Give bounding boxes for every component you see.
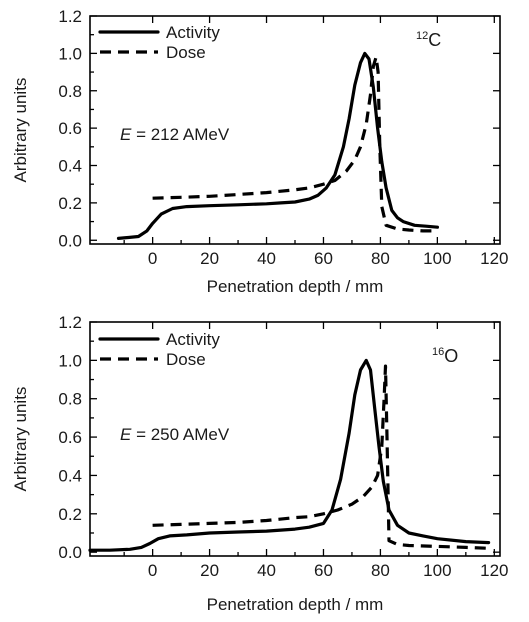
- legend-label-dose: Dose: [166, 43, 206, 62]
- x-tick-label: 120: [480, 561, 508, 580]
- chart-panel-1: 0 20 40 60 80 100 120 0.0 0.2 0.4 0.6 0.8 1.0 1.2 Pene…: [11, 7, 508, 296]
- series-line-dose: [152, 364, 489, 550]
- y-tick-label: 1.0: [58, 44, 82, 63]
- ion-mass-number: 16: [432, 346, 444, 358]
- y-tick-label: 0.8: [58, 82, 82, 101]
- x-tick-label: 20: [200, 561, 219, 580]
- energy-variable: E: [120, 425, 132, 444]
- energy-annotation: E = 212 AMeV: [120, 125, 230, 144]
- y-tick-label: 0.4: [58, 157, 82, 176]
- ion-symbol: C: [428, 30, 441, 50]
- x-tick-label: 60: [314, 249, 333, 268]
- x-tick-label: 100: [423, 561, 451, 580]
- series-line-activity: [116, 51, 439, 240]
- legend-label-activity: Activity: [166, 330, 220, 349]
- y-tick-label: 0.8: [58, 390, 82, 409]
- x-axis-title: Penetration depth / mm: [207, 595, 384, 614]
- x-tick-label: 0: [148, 561, 157, 580]
- x-tick-label: 40: [257, 249, 276, 268]
- energy-value: = 250 AMeV: [131, 425, 229, 444]
- energy-annotation: E = 250 AMeV: [120, 425, 230, 444]
- legend-label-activity: Activity: [166, 23, 220, 42]
- y-tick-label: 1.0: [58, 351, 82, 370]
- ion-symbol: O: [444, 346, 458, 366]
- ion-label: 12C: [416, 30, 441, 50]
- ion-mass-number: 12: [416, 30, 428, 42]
- y-tick-label: 1.2: [58, 313, 82, 332]
- y-tick-label: 1.2: [58, 7, 82, 26]
- x-tick-label: 20: [200, 249, 219, 268]
- x-tick-label: 40: [257, 561, 276, 580]
- y-tick-label: 0.0: [58, 231, 82, 250]
- x-tick-label: 80: [371, 561, 390, 580]
- series-line-dose: [152, 55, 438, 233]
- y-tick-label: 0.2: [58, 194, 82, 213]
- y-tick-label: 0.6: [58, 428, 82, 447]
- x-tick-label: 100: [423, 249, 451, 268]
- energy-value: = 212 AMeV: [131, 125, 229, 144]
- x-tick-label: 60: [314, 561, 333, 580]
- x-axis-title: Penetration depth / mm: [207, 277, 384, 296]
- series-line-activity: [88, 358, 491, 552]
- y-tick-label: 0.0: [58, 543, 82, 562]
- y-axis-title: Arbitrary units: [11, 78, 30, 183]
- chart-panel-2: 0 20 40 60 80 100 120 0.0 0.2 0.4 0.6 0.8 1.0 1.2 Pene…: [11, 313, 508, 614]
- x-tick-label: 80: [371, 249, 390, 268]
- y-tick-label: 0.6: [58, 119, 82, 138]
- x-tick-label: 0: [148, 249, 157, 268]
- y-axis-title: Arbitrary units: [11, 387, 30, 492]
- y-tick-label: 0.2: [58, 505, 82, 524]
- y-tick-label: 0.4: [58, 466, 82, 485]
- energy-variable: E: [120, 125, 132, 144]
- legend-label-dose: Dose: [166, 350, 206, 369]
- x-tick-label: 120: [480, 249, 508, 268]
- ion-label: 16O: [432, 346, 458, 366]
